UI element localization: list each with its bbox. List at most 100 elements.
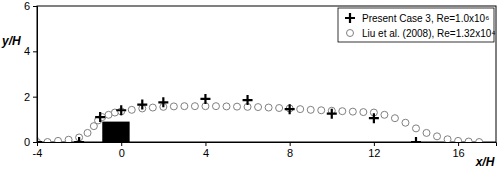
point — [360, 109, 367, 116]
point-shape — [74, 137, 84, 142]
tick: 0 — [119, 142, 125, 159]
tick-mark — [121, 142, 122, 146]
tick-mark — [33, 6, 37, 7]
point-shape — [191, 103, 198, 110]
point-shape — [200, 94, 210, 104]
point — [465, 138, 472, 142]
tick: 0 — [24, 136, 37, 148]
point — [158, 97, 168, 107]
tick-label: 0 — [24, 136, 30, 148]
point-shape — [65, 136, 72, 142]
tick-label: 16 — [452, 147, 464, 159]
legend-entry: Present Case 3, Re=1.0x10⁶ — [345, 13, 489, 24]
tick: 8 — [287, 142, 293, 159]
point — [391, 115, 398, 122]
point-shape — [158, 97, 168, 107]
tick-mark — [290, 142, 291, 146]
point-shape — [465, 138, 472, 142]
point-shape — [360, 109, 367, 116]
tick-label: 6 — [24, 0, 30, 12]
plot: -404812160246Present Case 3, Re=1.0x10⁶L… — [24, 0, 497, 159]
point — [191, 103, 198, 110]
point — [74, 137, 84, 142]
point-shape — [255, 104, 262, 111]
point-shape — [402, 119, 409, 126]
tick-mark — [458, 142, 459, 146]
point — [339, 108, 346, 115]
point-shape — [434, 133, 441, 140]
tick-label: 8 — [287, 147, 293, 159]
tick-mark — [33, 142, 37, 143]
point-shape — [381, 111, 388, 118]
point-shape — [423, 129, 430, 136]
point-shape — [455, 137, 462, 142]
point — [265, 104, 272, 111]
tick-mark — [33, 51, 37, 52]
obstacle — [102, 122, 129, 142]
tick: -4 — [33, 142, 43, 159]
point-shape — [170, 103, 177, 110]
point — [116, 105, 126, 115]
point — [181, 103, 188, 110]
point — [255, 104, 262, 111]
series — [37, 103, 483, 142]
point-shape — [128, 106, 135, 113]
point-shape — [84, 129, 91, 136]
y-axis-title: y/H — [1, 34, 21, 48]
legend-marker — [345, 13, 355, 23]
point — [200, 94, 210, 104]
point — [276, 105, 283, 112]
tick-label: 2 — [24, 91, 30, 103]
tick-label: 12 — [368, 147, 380, 159]
point — [44, 139, 51, 143]
point-shape — [297, 106, 304, 113]
tick-label: 4 — [203, 147, 209, 159]
legend-label: Present Case 3, Re=1.0x10⁶ — [362, 13, 489, 24]
tick: 2 — [24, 91, 37, 103]
axis-line — [38, 143, 497, 147]
point-shape — [285, 104, 295, 114]
point — [369, 113, 379, 123]
point-shape — [95, 112, 105, 122]
legend-marker-shape — [345, 13, 355, 23]
point-shape — [137, 100, 147, 110]
point-shape — [391, 115, 398, 122]
tick: 4 — [24, 45, 37, 57]
point — [149, 104, 156, 111]
x-axis: -4 0 4 8 12 16 — [33, 142, 497, 159]
series — [37, 94, 421, 142]
point — [423, 129, 430, 136]
point-shape — [44, 139, 51, 143]
legend-label: Liu et al. (2008), Re=1.32x10⁴ — [362, 28, 496, 39]
point — [412, 125, 419, 132]
point — [95, 112, 105, 122]
legend-entry: Liu et al. (2008), Re=1.32x10⁴ — [347, 28, 496, 39]
point-shape — [412, 125, 419, 132]
legend: Present Case 3, Re=1.0x10⁶ Liu et al. (20… — [338, 8, 496, 42]
point — [223, 103, 230, 110]
point-shape — [243, 95, 253, 105]
plot-frame — [37, 6, 496, 142]
point-shape — [276, 105, 283, 112]
tick-label: -4 — [33, 147, 43, 159]
tick: 4 — [203, 142, 209, 159]
legend-marker-shape — [347, 30, 354, 37]
x-axis-title: x/H — [475, 155, 495, 169]
point — [55, 137, 62, 142]
tick-mark — [374, 142, 375, 146]
point — [128, 106, 135, 113]
point — [327, 109, 337, 119]
point-shape — [349, 108, 356, 115]
tick: 6 — [24, 0, 37, 12]
point-shape — [37, 137, 42, 142]
point-shape — [55, 137, 62, 142]
point — [402, 119, 409, 126]
point-shape — [327, 109, 337, 119]
point — [307, 106, 314, 113]
point — [411, 137, 421, 142]
point — [243, 95, 253, 105]
point-shape — [476, 139, 483, 143]
legend-marker — [347, 30, 354, 37]
point-shape — [369, 113, 379, 123]
point — [318, 107, 325, 114]
